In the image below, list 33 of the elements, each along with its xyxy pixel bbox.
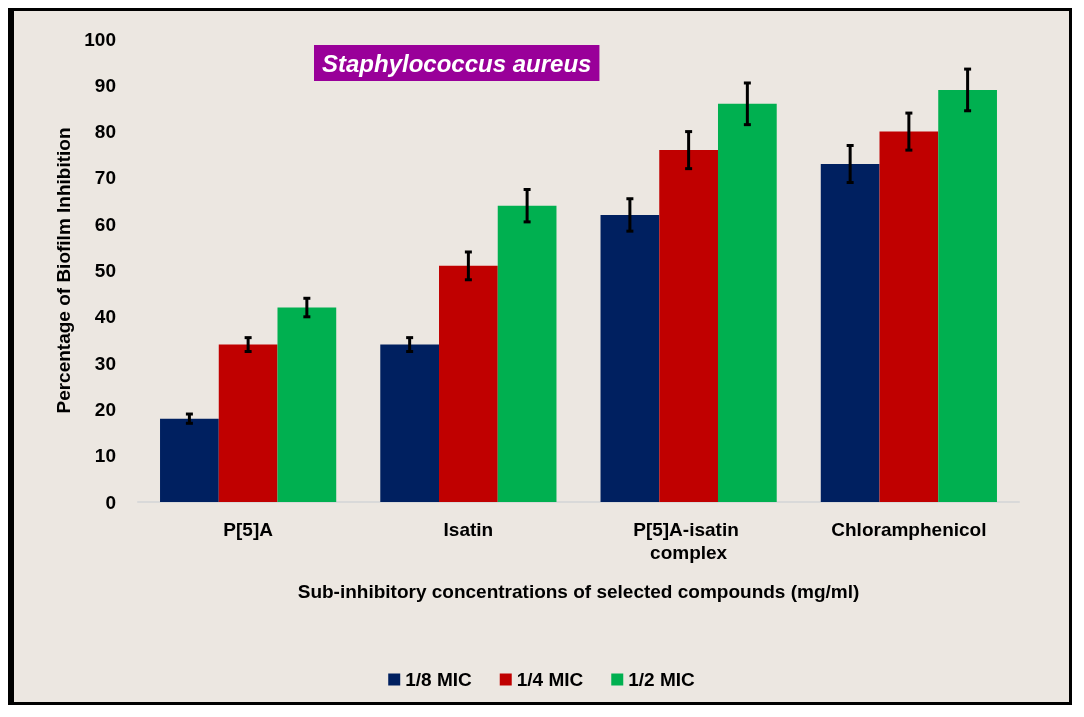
x-tick-label: P[5]A [223, 519, 274, 540]
y-tick-label: 20 [94, 398, 116, 420]
y-tick-label: 50 [94, 260, 116, 281]
x-tick-label: Chloramphenicol [831, 519, 987, 540]
legend-label: 1/2 MIC [628, 669, 696, 690]
y-tick-label: 40 [94, 306, 116, 328]
bar [938, 89, 997, 502]
bar [820, 164, 880, 502]
y-tick-label: 30 [94, 352, 116, 374]
bar [160, 418, 219, 502]
x-axis-title: Sub-inhibitory concentrations of selected compounds (mg/ml) [297, 581, 860, 602]
bar [879, 131, 939, 502]
bar [717, 103, 777, 502]
bar [439, 265, 498, 502]
y-tick-label: 90 [94, 74, 116, 96]
x-tick-label: P[5]A-isatin complex [633, 519, 745, 563]
chart-title: Staphylococcus aureus [322, 49, 592, 77]
bar [497, 205, 557, 502]
x-tick-label: Isatin [443, 519, 494, 540]
y-tick-label: 10 [94, 445, 116, 467]
y-axis-title: Percentage of Biofilm Inhibition [53, 127, 75, 414]
legend-label: 1/8 MIC [405, 669, 473, 690]
y-tick-label: 60 [94, 213, 116, 235]
y-tick-label: 70 [94, 167, 116, 189]
bar [218, 344, 278, 502]
y-tick-label: 80 [94, 121, 116, 143]
bar [380, 344, 440, 502]
y-tick-label: 100 [84, 28, 116, 50]
bar [659, 150, 718, 502]
y-tick-label: 0 [105, 491, 116, 513]
bar [600, 214, 660, 502]
legend-label: 1/4 MIC [516, 669, 584, 690]
bar [277, 307, 337, 502]
